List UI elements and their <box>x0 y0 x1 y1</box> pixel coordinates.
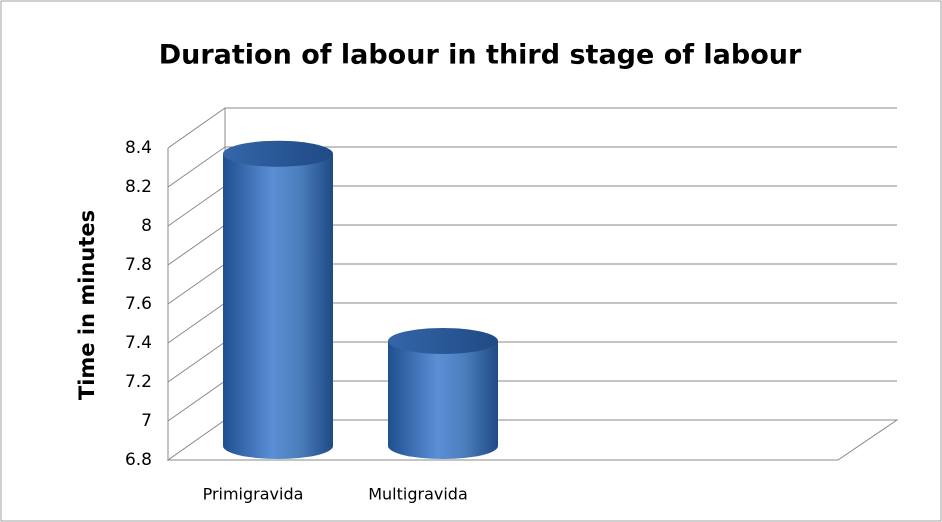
grid-line-side <box>167 380 226 422</box>
y-tick-label: 7.8 <box>125 255 152 275</box>
bar <box>388 341 498 459</box>
grid-line-side <box>167 341 226 383</box>
y-tick-label: 8.4 <box>125 138 152 158</box>
grid-line-side <box>167 224 226 266</box>
grid-line-side <box>167 146 226 188</box>
y-tick-label: 8.2 <box>125 177 152 197</box>
y-tick-label: 7.6 <box>125 294 152 314</box>
grid-line-side <box>167 185 226 227</box>
bar-top <box>388 328 498 354</box>
y-tick-label: 7.2 <box>125 372 152 392</box>
bar <box>223 153 333 460</box>
x-tick-label: Multigravida <box>368 485 468 504</box>
floor <box>166 419 899 461</box>
bar-top <box>223 140 333 167</box>
chart-title: Duration of labour in third stage of lab… <box>159 40 802 71</box>
y-axis-label: Time in minutes <box>75 210 99 400</box>
y-tick-label: 7.4 <box>125 333 152 353</box>
y-tick-label: 8 <box>141 216 152 236</box>
grid-line-side <box>167 263 226 305</box>
y-tick-label: 6.8 <box>125 450 152 470</box>
grid-line-side <box>167 107 226 149</box>
y-tick-label: 7 <box>141 411 152 431</box>
x-tick-label: Primigravida <box>203 485 304 504</box>
grid-line-side <box>167 302 226 344</box>
